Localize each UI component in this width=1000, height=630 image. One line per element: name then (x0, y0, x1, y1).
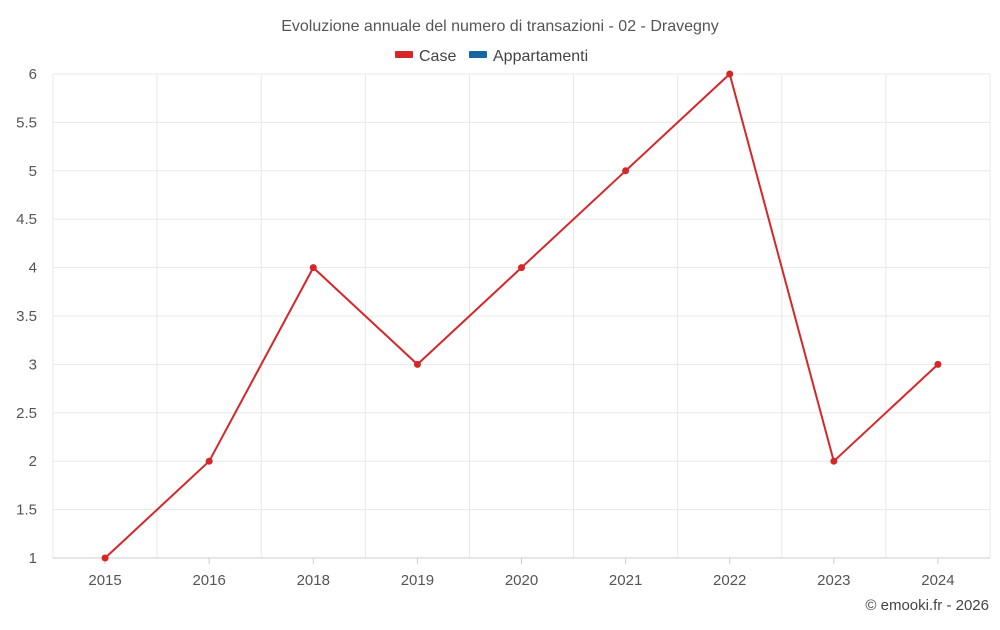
y-tick-label: 1 (29, 550, 37, 567)
legend-swatch-appartamenti (469, 51, 487, 58)
legend: Case Appartamenti (395, 48, 588, 65)
x-tick-label: 2023 (817, 572, 850, 589)
y-axis-ticks: 1 1.5 2 2.5 3 3.5 4 4.5 5 5.5 6 (16, 66, 37, 567)
data-point-case[interactable] (622, 167, 630, 175)
data-point-case[interactable] (309, 264, 317, 272)
data-point-case[interactable] (830, 457, 838, 465)
x-tick-label: 2018 (297, 572, 330, 589)
legend-item-case[interactable]: Case (395, 48, 456, 65)
x-tick-label: 2016 (192, 572, 225, 589)
x-tick-label: 2021 (609, 572, 642, 589)
y-tick-label: 5.5 (16, 114, 37, 131)
credit-text: © emooki.fr - 2026 (865, 597, 989, 614)
y-tick-label: 5 (29, 163, 37, 180)
data-point-case[interactable] (726, 70, 734, 78)
y-tick-label: 4.5 (16, 211, 37, 228)
y-tick-label: 3 (29, 356, 37, 373)
y-tick-label: 4 (29, 260, 37, 277)
data-point-case[interactable] (205, 457, 213, 465)
legend-item-appartamenti[interactable]: Appartamenti (469, 48, 588, 65)
data-point-case[interactable] (934, 360, 942, 368)
x-tick-label: 2020 (505, 572, 538, 589)
x-axis-ticks: 2015 2016 2018 2019 2020 2021 2022 2023 2024 (88, 558, 955, 589)
series (101, 70, 942, 562)
y-tick-label: 2.5 (16, 405, 37, 422)
legend-label-appartamenti: Appartamenti (493, 48, 588, 65)
x-tick-label: 2024 (921, 572, 954, 589)
data-point-case[interactable] (101, 554, 109, 562)
grid (52, 73, 991, 558)
y-tick-label: 3.5 (16, 308, 37, 325)
y-tick-label: 6 (29, 66, 37, 83)
x-tick-label: 2015 (88, 572, 121, 589)
legend-swatch-case (395, 51, 413, 58)
y-tick-label: 1.5 (16, 502, 37, 519)
legend-label-case: Case (419, 48, 456, 65)
chart-title: Evoluzione annuale del numero di transaz… (281, 18, 719, 35)
y-tick-label: 2 (29, 453, 37, 470)
x-tick-label: 2022 (713, 572, 746, 589)
x-tick-label: 2019 (401, 572, 434, 589)
data-point-case[interactable] (518, 264, 525, 272)
data-point-case[interactable] (413, 360, 421, 368)
